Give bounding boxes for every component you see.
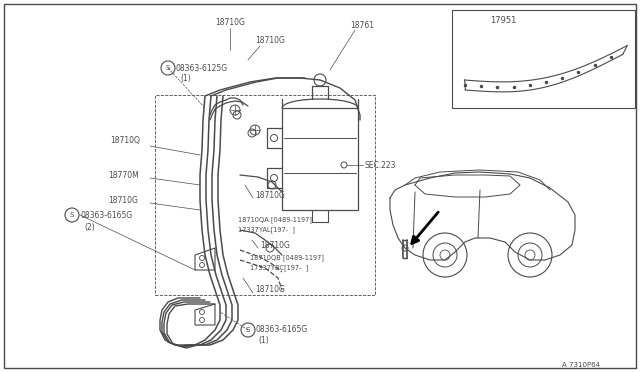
Text: 08363-6125G: 08363-6125G — [176, 64, 228, 73]
Text: 18710Q: 18710Q — [110, 135, 140, 144]
Text: 18710G: 18710G — [255, 190, 285, 199]
Text: 18761: 18761 — [350, 20, 374, 29]
Text: 17337YAL[197-  ]: 17337YAL[197- ] — [238, 227, 295, 233]
Polygon shape — [195, 304, 215, 325]
Text: 18710QB [0489-1197]: 18710QB [0489-1197] — [250, 254, 324, 262]
Text: 18710G: 18710G — [255, 285, 285, 295]
Text: 17951: 17951 — [490, 16, 516, 25]
Bar — [155, 95, 375, 295]
Text: (2): (2) — [84, 222, 95, 231]
Text: 18710G: 18710G — [255, 35, 285, 45]
Polygon shape — [195, 248, 215, 270]
Text: S: S — [166, 65, 170, 71]
Text: 18710G: 18710G — [108, 196, 138, 205]
Text: 18710QA [0489-1197]: 18710QA [0489-1197] — [238, 217, 312, 223]
Text: (1): (1) — [258, 336, 269, 344]
Bar — [452, 10, 635, 108]
Text: 18770M: 18770M — [108, 170, 139, 180]
Text: 08363-6165G: 08363-6165G — [256, 326, 308, 334]
Text: 08363-6165G: 08363-6165G — [80, 211, 132, 219]
Text: S: S — [70, 212, 74, 218]
Bar — [282, 108, 358, 210]
Text: 18710G: 18710G — [215, 17, 245, 26]
Text: (1): (1) — [180, 74, 191, 83]
Text: S: S — [246, 327, 250, 333]
Text: 18710G: 18710G — [260, 241, 290, 250]
Text: 17337YBC[197-  ]: 17337YBC[197- ] — [250, 264, 308, 272]
Text: A 7310P64: A 7310P64 — [562, 362, 600, 368]
Text: SEC.223: SEC.223 — [365, 160, 397, 170]
